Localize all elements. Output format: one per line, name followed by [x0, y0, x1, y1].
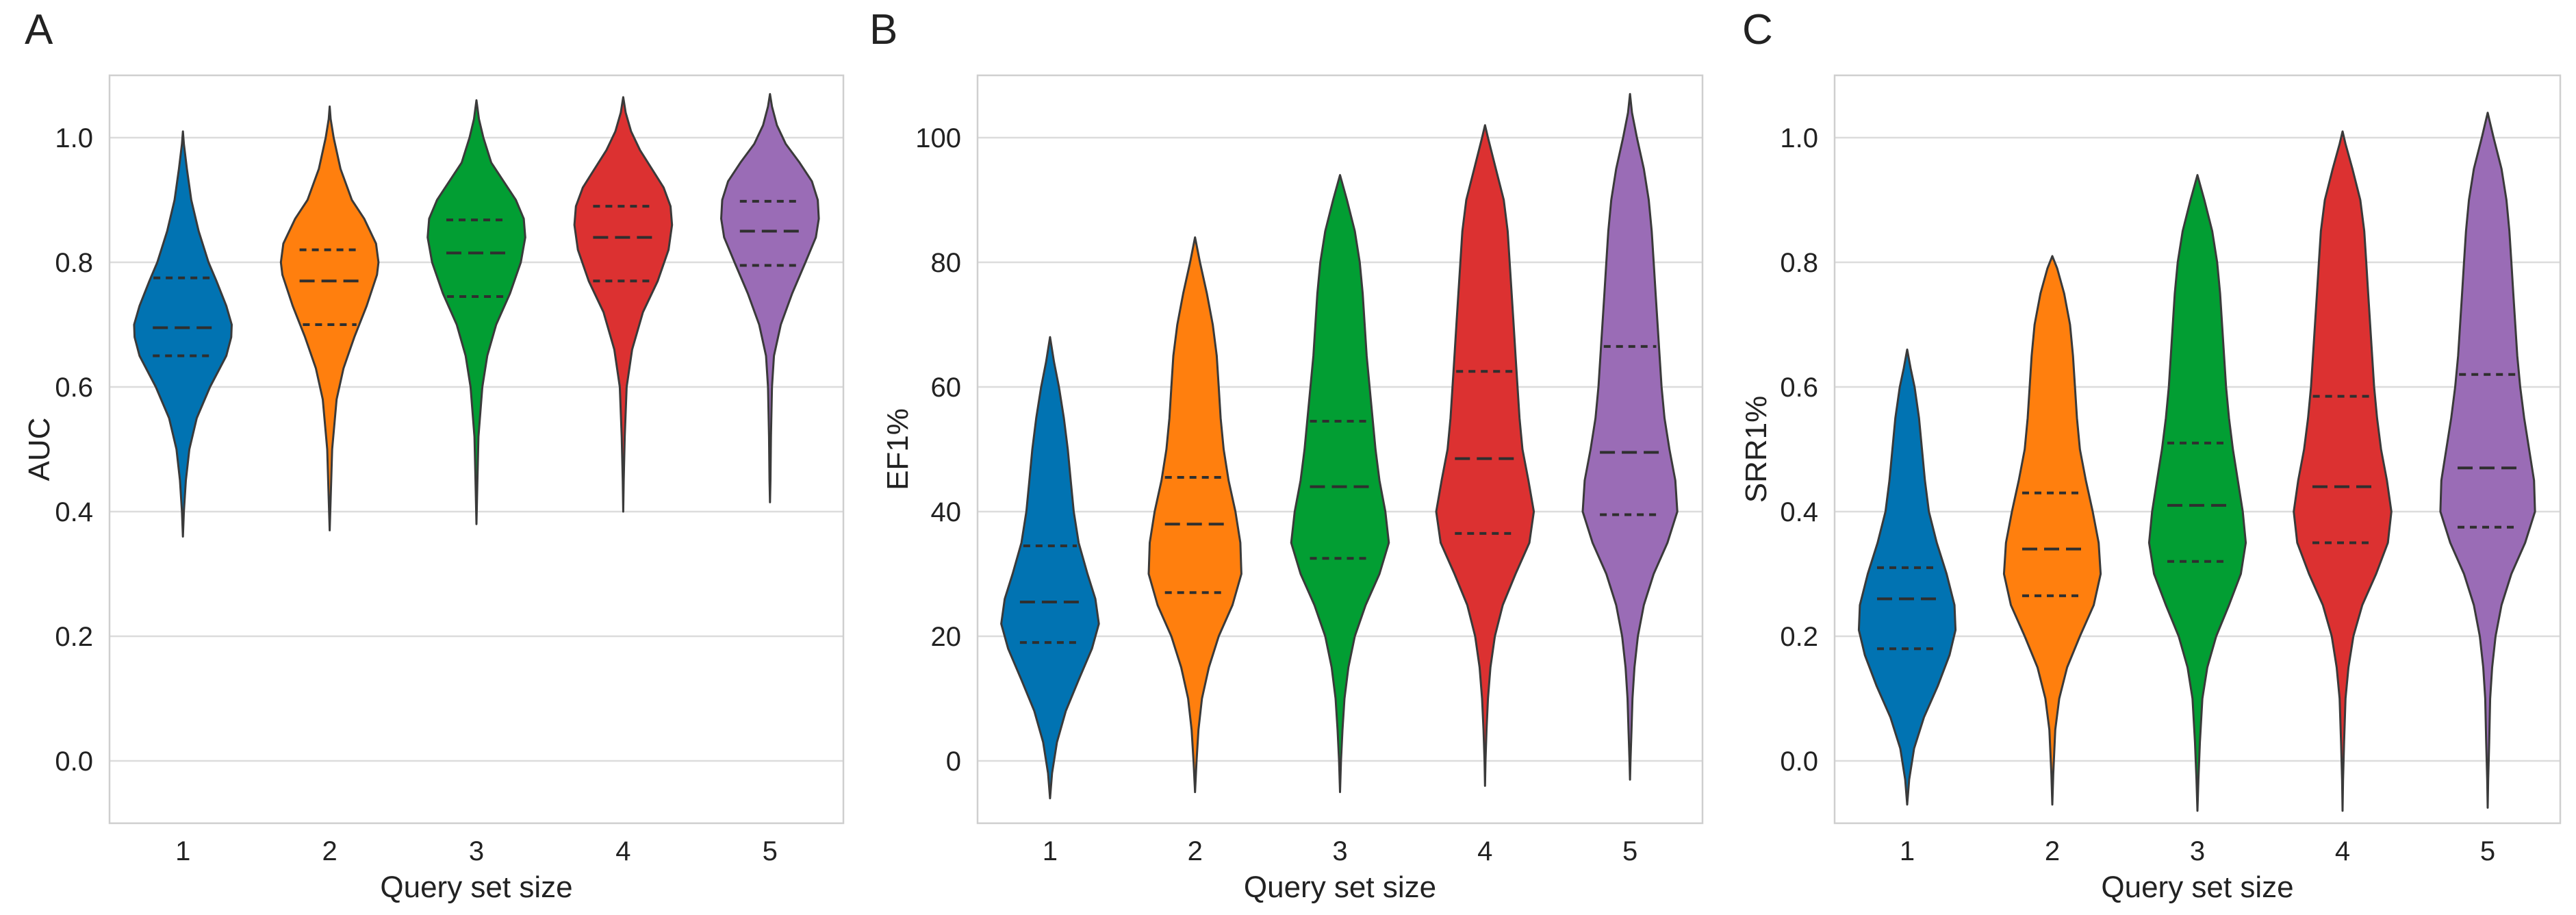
y-tick-label: 0.0 — [55, 747, 93, 777]
violin-body — [1581, 92, 1679, 781]
y-axis-label: EF1% — [881, 408, 915, 490]
axes-frame — [108, 74, 845, 825]
violin-body — [2439, 112, 2536, 809]
panel-b: B 0 20 40 60 80 100 1 2 3 4 5 Query set size EF1% — [869, 6, 1704, 904]
violin-b-5 — [1581, 92, 1679, 781]
y-tick-label: 1.0 — [1780, 123, 1818, 153]
violin-body — [1857, 348, 1957, 806]
violin-c-3 — [2147, 174, 2247, 812]
violin-body — [1290, 174, 1390, 793]
violin-a-4 — [573, 96, 674, 513]
x-tick-label: 3 — [469, 836, 484, 866]
violin-body — [720, 92, 820, 503]
panel-c: C 0.0 0.2 0.4 0.6 0.8 1.0 1 2 3 4 5 Query set size SR… — [1739, 6, 2562, 904]
y-tick-label: 40 — [931, 497, 962, 527]
x-tick-label: 3 — [2190, 836, 2205, 866]
x-tick-label: 3 — [1332, 836, 1347, 866]
violin-body — [2002, 255, 2102, 806]
x-tick-label: 5 — [2480, 836, 2495, 866]
violin-a-5 — [720, 92, 820, 503]
x-axis-label: Query set size — [1244, 870, 1436, 904]
x-tick-label: 2 — [322, 836, 337, 866]
y-tick-label: 0.2 — [1780, 622, 1818, 652]
x-tick-label: 2 — [2045, 836, 2060, 866]
panel-letter: C — [1742, 6, 1773, 53]
violin-body — [1000, 336, 1100, 800]
y-tick-label: 1.0 — [55, 123, 93, 153]
y-tick-label: 0 — [946, 747, 961, 777]
violin-b-1 — [1000, 336, 1100, 800]
panel-letter: A — [25, 6, 53, 53]
y-tick-label: 0.4 — [55, 497, 93, 527]
y-tick-label: 0.2 — [55, 622, 93, 652]
x-axis-label: Query set size — [380, 870, 572, 904]
axes-frame — [1833, 74, 2562, 825]
x-axis-label: Query set size — [2101, 870, 2293, 904]
violin-c-4 — [2293, 130, 2393, 812]
y-tick-label: 0.6 — [1780, 373, 1818, 403]
violin-c-2 — [2002, 255, 2102, 806]
y-tick-label: 100 — [915, 123, 961, 153]
x-tick-label: 1 — [1900, 836, 1915, 866]
y-tick-label: 60 — [931, 373, 962, 403]
panel-a: A 0.0 0.2 0.4 0.6 0.8 1.0 1 2 3 4 5 Query set size AU… — [23, 6, 845, 904]
axes-frame — [976, 74, 1704, 825]
x-tick-label: 4 — [1477, 836, 1492, 866]
violin-b-2 — [1147, 236, 1242, 793]
x-tick-label: 5 — [763, 836, 778, 866]
violin-a-1 — [133, 130, 233, 538]
violin-body — [573, 96, 674, 513]
y-tick-label: 80 — [931, 248, 962, 278]
violin-c-5 — [2439, 112, 2536, 809]
violin-a-3 — [426, 99, 526, 525]
x-tick-label: 5 — [1622, 836, 1637, 866]
y-tick-label: 20 — [931, 622, 962, 652]
y-tick-label: 0.4 — [1780, 497, 1818, 527]
violin-body — [426, 99, 526, 525]
violin-c-1 — [1857, 348, 1957, 806]
x-tick-label: 1 — [175, 836, 190, 866]
violin-body — [279, 105, 380, 531]
y-tick-label: 0.6 — [55, 373, 93, 403]
violin-b-4 — [1435, 124, 1535, 787]
violin-body — [2147, 174, 2247, 812]
violin-body — [1147, 236, 1242, 793]
x-tick-label: 4 — [615, 836, 630, 866]
y-tick-label: 0.8 — [55, 248, 93, 278]
violin-body — [2293, 130, 2393, 812]
violin-body — [133, 130, 233, 538]
y-axis-label: SRR1% — [1739, 396, 1773, 503]
y-axis-label: AUC — [23, 418, 56, 481]
violin-a-2 — [279, 105, 380, 531]
x-tick-label: 1 — [1043, 836, 1058, 866]
violin-body — [1435, 124, 1535, 787]
y-tick-label: 0.8 — [1780, 248, 1818, 278]
x-tick-label: 2 — [1188, 836, 1203, 866]
violin-b-3 — [1290, 174, 1390, 793]
y-tick-label: 0.0 — [1780, 747, 1818, 777]
panel-letter: B — [869, 6, 897, 53]
x-tick-label: 4 — [2335, 836, 2350, 866]
